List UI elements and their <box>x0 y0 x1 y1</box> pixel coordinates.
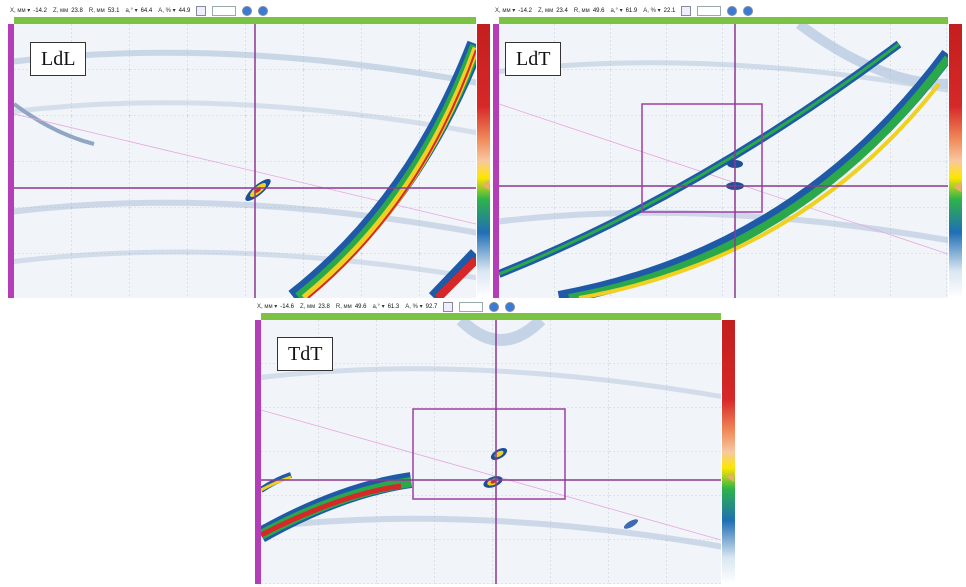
mode-select[interactable] <box>459 301 484 312</box>
amplitude-value: 22.1 <box>663 7 676 14</box>
amplitude-color-scale <box>949 24 962 298</box>
angle-label[interactable]: a,° ▾ <box>125 8 138 14</box>
b-scan-image[interactable] <box>261 320 721 584</box>
amplitude-value: 92.7 <box>425 303 438 310</box>
vertical-ruler[interactable] <box>493 24 499 298</box>
scan-panel-tdt: X, мм ▾ -14.6 Z, мм 23.8 R, мм 49.6 a,° ▾ 61… <box>255 300 735 584</box>
r-coord-value: 49.6 <box>354 303 367 310</box>
mode-select[interactable] <box>212 5 237 16</box>
amplitude-color-scale <box>722 320 735 584</box>
amplitude-label[interactable]: A, % ▾ <box>643 8 661 14</box>
cursor-icon[interactable] <box>489 301 500 312</box>
amplitude-label[interactable]: A, % ▾ <box>405 304 423 310</box>
z-coord-value: 23.8 <box>318 303 330 310</box>
gate-icon[interactable] <box>258 5 269 16</box>
toolbar: X, мм ▾ -14.2 Z, мм 23.8 R, мм 53.1 a,° ▾ 64… <box>8 4 490 17</box>
panel-label: TdT <box>277 337 334 371</box>
panel-label: LdT <box>505 42 562 76</box>
threshold-marker-icon[interactable] <box>726 472 734 482</box>
panel-label: LdL <box>30 42 87 76</box>
vertical-ruler[interactable] <box>8 24 14 298</box>
angle-value: 61.3 <box>387 303 400 310</box>
zoom-icon[interactable] <box>681 5 692 16</box>
x-coord-value: -14.2 <box>33 7 47 14</box>
gate-icon[interactable] <box>505 301 516 312</box>
scan-panel-ldl: X, мм ▾ -14.2 Z, мм 23.8 R, мм 53.1 a,° ▾ 64… <box>8 4 490 298</box>
z-coord-label: Z, мм <box>299 303 316 310</box>
r-coord-label: R, мм <box>335 303 352 310</box>
r-coord-value: 53.1 <box>107 7 120 14</box>
amplitude-color-scale <box>477 24 490 298</box>
threshold-marker-icon[interactable] <box>953 182 961 192</box>
threshold-marker-icon[interactable] <box>481 180 489 190</box>
angle-label[interactable]: a,° ▾ <box>372 304 385 310</box>
z-coord-label: Z, мм <box>537 7 554 14</box>
z-coord-value: 23.8 <box>71 7 83 14</box>
r-coord-value: 49.6 <box>592 7 605 14</box>
scan-panel-ldt: X, мм ▾ -14.2 Z, мм 23.4 R, мм 49.6 a,° ▾ 61… <box>493 4 962 298</box>
x-coord-label[interactable]: X, мм ▾ <box>257 304 278 310</box>
toolbar: X, мм ▾ -14.2 Z, мм 23.4 R, мм 49.6 a,° ▾ 61… <box>493 4 962 17</box>
x-coord-value: -14.2 <box>518 7 532 14</box>
b-scan-image[interactable] <box>14 24 476 298</box>
z-coord-label: Z, мм <box>52 7 69 14</box>
angle-label[interactable]: a,° ▾ <box>610 8 623 14</box>
angle-value: 61.9 <box>625 7 638 14</box>
r-coord-label: R, мм <box>573 7 590 14</box>
x-coord-value: -14.6 <box>280 303 294 310</box>
zoom-icon[interactable] <box>196 5 207 16</box>
x-coord-label[interactable]: X, мм ▾ <box>10 8 31 14</box>
vertical-ruler[interactable] <box>255 320 261 584</box>
amplitude-label[interactable]: A, % ▾ <box>158 8 176 14</box>
x-coord-label[interactable]: X, мм ▾ <box>495 8 516 14</box>
cursor-icon[interactable] <box>727 5 738 16</box>
toolbar: X, мм ▾ -14.6 Z, мм 23.8 R, мм 49.6 a,° ▾ 61… <box>255 300 735 313</box>
z-coord-value: 23.4 <box>556 7 568 14</box>
amplitude-value: 44.9 <box>178 7 191 14</box>
gate-icon[interactable] <box>743 5 754 16</box>
cursor-icon[interactable] <box>242 5 253 16</box>
b-scan-image[interactable] <box>499 24 948 298</box>
mode-select[interactable] <box>697 5 722 16</box>
r-coord-label: R, мм <box>88 7 105 14</box>
angle-value: 64.4 <box>140 7 153 14</box>
zoom-icon[interactable] <box>443 301 454 312</box>
